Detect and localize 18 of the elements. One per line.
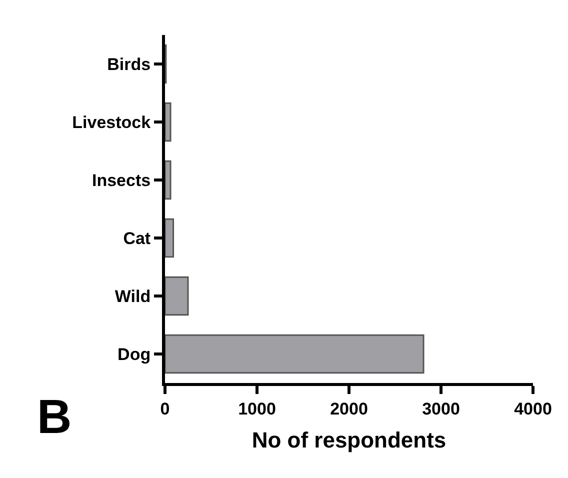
y-tick-label: Livestock — [72, 112, 152, 132]
bar — [165, 160, 172, 200]
bar — [165, 334, 424, 374]
x-axis-title: No of respondents — [252, 427, 446, 452]
x-tick-label: 3000 — [422, 399, 460, 418]
y-tick-label: Insects — [92, 170, 151, 190]
x-tick-label: 0 — [160, 399, 170, 418]
bar — [165, 102, 172, 142]
y-tick-label: Birds — [107, 54, 151, 74]
text: B — [37, 391, 72, 444]
bar — [165, 276, 189, 316]
y-tick-label: Cat — [123, 228, 151, 248]
y-tick-label: Dog — [118, 344, 151, 364]
bar — [165, 218, 174, 258]
x-tick-label: 2000 — [330, 399, 368, 418]
x-tick-label: 4000 — [514, 399, 552, 418]
y-tick-label: Wild — [114, 286, 151, 306]
x-tick-label: 1000 — [238, 399, 276, 418]
